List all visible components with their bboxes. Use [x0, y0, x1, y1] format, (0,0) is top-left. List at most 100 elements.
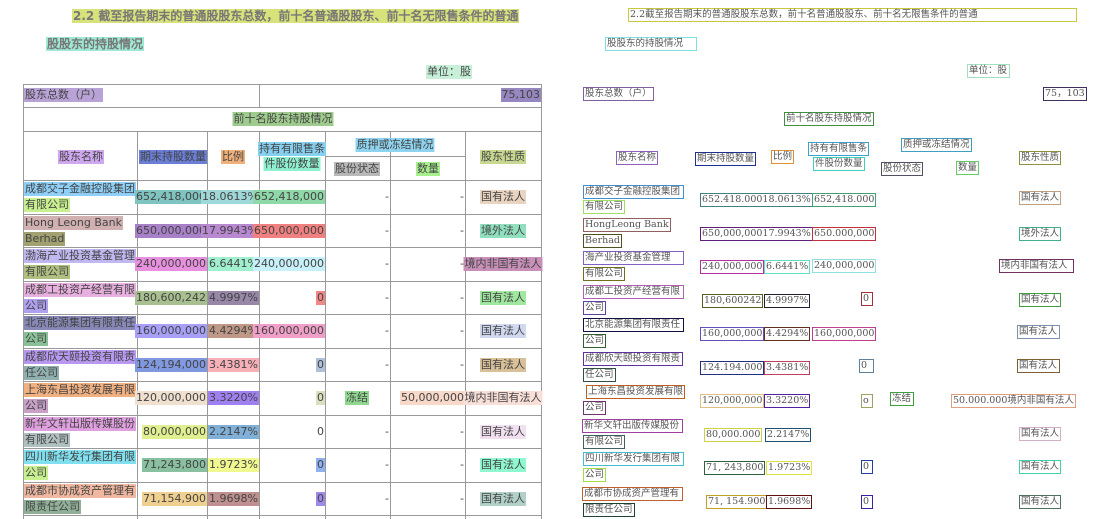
- ocr-text-box: 160,000,000: [700, 327, 765, 341]
- total-shareholders-label: 股东总数（户）: [24, 88, 103, 102]
- ratio-cell: 4.9997%: [208, 290, 259, 305]
- ocr-text-box: 四川新华发行集团有限: [583, 452, 684, 466]
- ocr-text-box: 4.4294%: [764, 327, 811, 341]
- ocr-text-box: 公司: [583, 300, 607, 315]
- shareholder-name: 有限公司: [24, 432, 70, 447]
- ocr-text-box: 180,600242: [702, 293, 764, 308]
- ocr-text-box: 数量: [956, 161, 980, 175]
- qty-cell: 71,243,800: [142, 458, 207, 472]
- ocr-text-box: 上海东昌投资发展有限: [586, 385, 686, 399]
- shareholder-name: 成都市协成资产管理有: [24, 483, 136, 498]
- ocr-text-box: 国有法人: [1019, 426, 1062, 441]
- ocr-text-box: 单位：股: [967, 64, 1010, 78]
- ocr-text-box: 境外法人: [1019, 226, 1062, 241]
- shareholder-name: 有限公司: [24, 198, 70, 212]
- table-rule: [23, 84, 541, 85]
- qty-cell: 650,000,000: [135, 223, 207, 238]
- amount-cell: -: [460, 290, 464, 304]
- shareholder-name: 新华文轩出版传媒股份: [24, 416, 136, 431]
- table-rule: [325, 131, 326, 519]
- ocr-text-box: 1.9698%: [766, 494, 813, 509]
- ocr-text-box: 股份状态: [881, 162, 924, 176]
- qty-cell: 80,000,000: [142, 424, 207, 439]
- restricted-cell: 240,000,000: [253, 257, 325, 271]
- ocr-text-box: o: [861, 394, 873, 408]
- restricted-cell: 0: [317, 424, 324, 438]
- status-cell: -: [385, 458, 389, 471]
- unit-label: 单位：股: [426, 65, 472, 79]
- column-header: 持有有限售条: [258, 142, 326, 156]
- total-shareholders-value: 75,103: [500, 88, 541, 102]
- ocr-text-box: 71, 243,800: [704, 461, 766, 475]
- restricted-cell: 0: [316, 391, 325, 405]
- ocr-text-box: 650,000,00017.9943%: [700, 226, 813, 241]
- amount-cell: 50,000,000: [400, 391, 465, 405]
- ocr-text-box: 650.000,000: [812, 226, 877, 241]
- table-rule: [207, 131, 208, 519]
- ocr-text-box: 件股份数量: [813, 157, 865, 171]
- column-header: 股东性质: [480, 150, 526, 164]
- status-cell: -: [385, 357, 389, 371]
- shareholder-nature: 国有法人: [480, 458, 526, 472]
- ocr-text-box: 0: [861, 494, 873, 509]
- shareholder-name: 四川新华发行集团有限: [24, 450, 136, 464]
- qty-cell: 160,000,000: [135, 324, 207, 338]
- shareholder-nature: 国有法人: [480, 491, 526, 506]
- table-rule: [23, 180, 541, 181]
- ocr-text-box: 股东总数（户）: [583, 87, 654, 101]
- shareholder-name: Hong Leong Bank: [24, 215, 123, 230]
- ocr-text-box: 有限公司: [583, 434, 626, 449]
- ratio-cell: 2.2147%: [208, 424, 259, 439]
- ocr-text-box: 124.194.000: [700, 360, 765, 375]
- amount-cell: -: [460, 491, 464, 505]
- ocr-text-box: 新华文轩出版传媒股份: [582, 418, 683, 433]
- restricted-cell: 0: [316, 357, 325, 372]
- ocr-text-box: 6.6441%: [764, 260, 811, 274]
- status-cell: -: [385, 190, 389, 203]
- table-rule: [23, 515, 541, 516]
- shareholder-nature: 国有法人: [480, 290, 526, 305]
- table-rule: [23, 381, 541, 382]
- shareholder-name: 成都工投资产经营有限: [24, 282, 136, 297]
- ocr-text-box: 国有法人: [1019, 191, 1062, 205]
- restricted-cell: 652,418,000: [253, 190, 325, 204]
- ocr-text-box: 前十名股东持股情况: [784, 112, 874, 126]
- ratio-cell: 17.9943%: [201, 223, 259, 238]
- ratio-cell: 3.4381%: [208, 357, 259, 372]
- ocr-text-box: 境内非国有法人: [999, 259, 1074, 273]
- table-rule: [23, 280, 541, 282]
- ocr-text-box: 0: [859, 358, 874, 373]
- ocr-text-box: 71, 154.900: [706, 494, 768, 509]
- shareholder-name: 有限公司: [24, 265, 70, 279]
- ocr-text-box: 冻结: [890, 392, 914, 406]
- ocr-text-box: 有限公司: [583, 200, 626, 214]
- ocr-text-box: 公司: [583, 334, 607, 348]
- table-rule: [23, 481, 541, 483]
- ocr-text-box: 成都交子金融控股集团: [583, 185, 684, 199]
- ocr-text-box: 3.4381%: [764, 360, 811, 375]
- ocr-text-box: HongLeong Bank: [583, 217, 671, 232]
- amount-cell: -: [460, 257, 464, 270]
- ocr-text-box: 75，103: [1043, 87, 1087, 101]
- restricted-cell: 650,000,000: [253, 223, 325, 238]
- table-rule: [259, 84, 260, 107]
- shareholder-nature: 国有法人: [480, 424, 526, 439]
- ocr-text-box: 240,000,000: [700, 260, 765, 274]
- shareholder-nature: 国有法人: [480, 190, 526, 204]
- table-rule: [23, 84, 24, 519]
- qty-cell: 240,000,000: [135, 257, 207, 271]
- ocr-text-box: 国有法人: [1019, 494, 1062, 509]
- ocr-text-box: 160,000,000: [812, 327, 877, 341]
- amount-cell: -: [460, 357, 464, 371]
- ocr-text-box: 2.2截至报告期末的普通股股东总数，前十名普通股股东、前十名无限售条件的普通: [628, 8, 1077, 22]
- ocr-text-box: 股股东的持股情况: [605, 37, 697, 51]
- amount-cell: -: [460, 324, 464, 337]
- ocr-text-box: 652.418.00018.0613%: [700, 193, 813, 207]
- amount-cell: -: [460, 458, 464, 471]
- shareholder-name: 成都交子金融控股集团: [24, 182, 136, 196]
- table-rule: [23, 131, 541, 132]
- ocr-text-box: 质押或冻结情况: [901, 138, 972, 152]
- shareholder-name: 成都欣天颐投资有限责: [24, 349, 136, 364]
- ocr-text-box: 成都工投资产经营有限: [583, 284, 684, 299]
- qty-cell: 120,000,000: [135, 391, 207, 405]
